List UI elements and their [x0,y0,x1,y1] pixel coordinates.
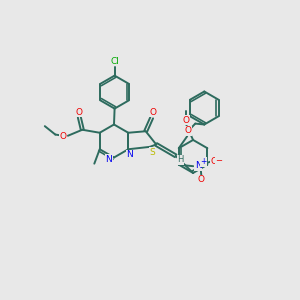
Text: N: N [106,154,112,164]
Text: O: O [211,157,218,166]
Text: O: O [185,126,192,135]
Text: Cl: Cl [110,57,119,66]
Text: H: H [177,155,184,164]
Text: O: O [149,107,156,116]
Text: S: S [149,148,155,157]
Text: O: O [183,116,190,125]
Text: N: N [126,150,133,159]
Text: O: O [60,132,67,141]
Text: N: N [195,161,202,170]
Text: −: − [215,157,222,166]
Text: O: O [198,175,205,184]
Text: +: + [200,157,207,166]
Text: O: O [75,108,82,116]
